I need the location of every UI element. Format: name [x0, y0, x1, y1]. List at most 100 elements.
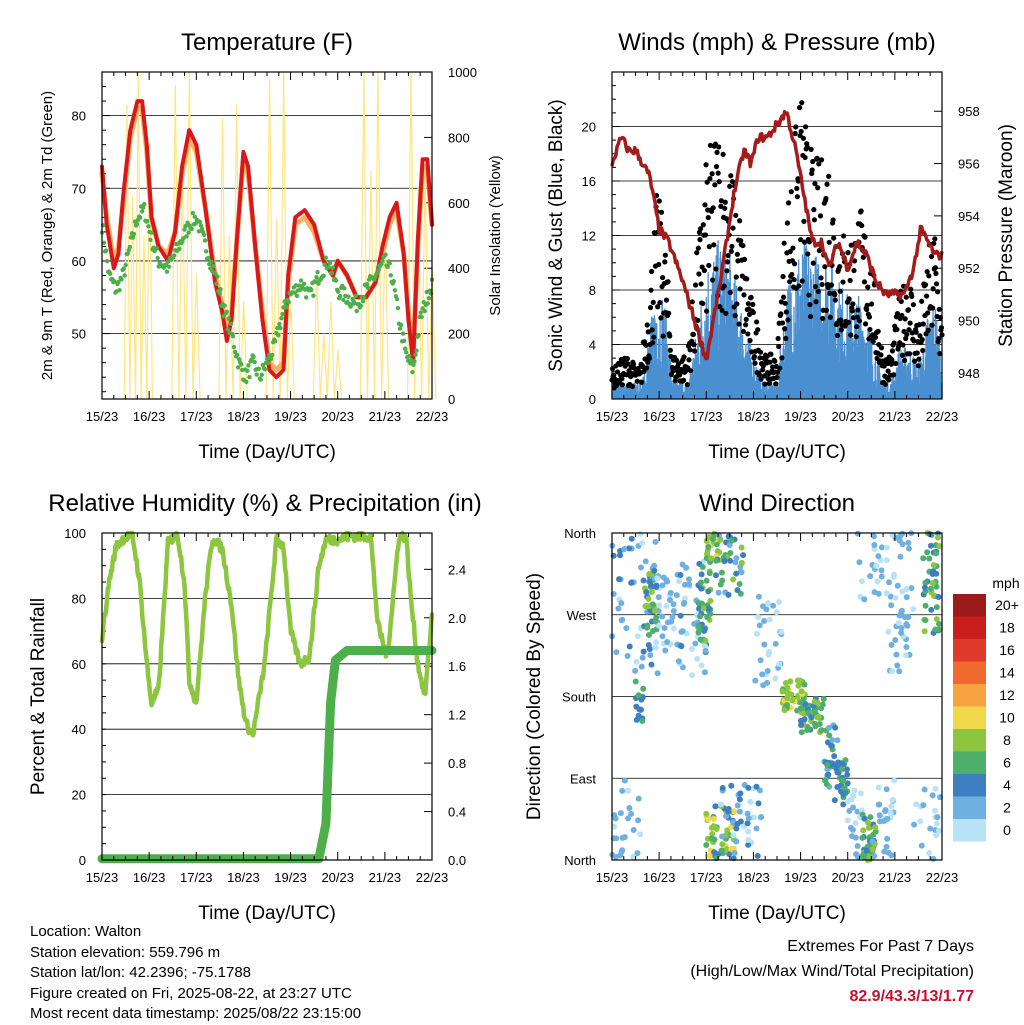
gust-point [909, 293, 915, 300]
gust-point [755, 327, 761, 333]
y2-tick-label: 1.2 [448, 708, 466, 723]
gust-point [840, 233, 847, 239]
dewpoint-point [235, 365, 241, 370]
direction-point [707, 555, 714, 562]
gust-point [889, 348, 896, 354]
dewpoint-point [346, 294, 351, 299]
created-text: Figure created on Fri, 2025-08-22, at 23… [30, 984, 352, 1002]
direction-point [621, 777, 628, 784]
gust-point [656, 261, 662, 268]
dewpoint-point [215, 274, 220, 279]
dewpoint-point [252, 359, 257, 365]
direction-point [626, 805, 633, 812]
direction-point [670, 607, 677, 614]
gust-point [828, 282, 835, 288]
direction-point [758, 814, 765, 821]
colorbar-label: 20+ [995, 597, 1019, 613]
dewpoint-point [333, 278, 339, 283]
direction-point [727, 557, 734, 564]
direction-point [933, 550, 940, 557]
gust-point [673, 357, 679, 363]
gust-point [663, 297, 670, 303]
gust-point [651, 334, 657, 340]
direction-point [617, 552, 624, 559]
gust-point [756, 372, 763, 378]
gust-point [680, 377, 687, 383]
dewpoint-point [104, 258, 110, 264]
direction-point [640, 577, 647, 584]
dewpoint-point [327, 260, 333, 266]
gust-point [859, 222, 865, 229]
direction-point [838, 766, 845, 773]
direction-point [852, 820, 859, 827]
gust-point [922, 282, 929, 288]
gust-point [619, 376, 625, 382]
direction-point [645, 642, 652, 649]
dewpoint-point [203, 249, 209, 254]
gust-point [838, 317, 844, 323]
gust-point [690, 331, 697, 338]
direction-point [834, 769, 841, 776]
dewpoint-point [189, 226, 194, 231]
gust-point [806, 239, 813, 245]
colorbar-title: mph [992, 575, 1019, 591]
gust-point [905, 307, 912, 313]
colorbar-swatch [953, 639, 986, 662]
gust-point [648, 287, 654, 293]
direction-point [618, 600, 625, 607]
direction-point [896, 537, 903, 544]
direction-point [871, 589, 878, 596]
y2-tick-label: 950 [958, 314, 980, 329]
gust-point [817, 213, 824, 219]
direction-point [835, 761, 842, 768]
gust-point [811, 207, 817, 213]
extremes-values: 82.9/43.3/13/1.77 [849, 988, 974, 1005]
gust-point [819, 281, 825, 288]
direction-point [659, 633, 666, 640]
gust-point [716, 144, 722, 150]
direction-point [867, 573, 874, 580]
colorbar-swatch [953, 774, 986, 797]
direction-point [865, 819, 872, 826]
gust-point [712, 182, 718, 188]
direction-point [697, 636, 704, 643]
gust-point [917, 333, 923, 339]
direction-point [905, 545, 912, 552]
dewpoint-point [134, 221, 140, 227]
y2-tick-label: 958 [958, 104, 980, 119]
direction-point [628, 810, 635, 817]
gust-point [875, 328, 881, 334]
gust-point [691, 348, 698, 354]
gust-point [710, 277, 716, 283]
gust-point [740, 242, 746, 249]
direction-point [747, 798, 754, 805]
gust-point [884, 360, 891, 367]
y2-axis-label: Solar Insolation (Yellow) [487, 155, 504, 315]
direction-point [933, 616, 940, 623]
gust-point [865, 284, 871, 290]
direction-point [738, 544, 745, 551]
gust-point [937, 350, 943, 357]
direction-point [619, 787, 626, 794]
direction-point [764, 679, 771, 686]
direction-point [805, 709, 812, 716]
gust-point [919, 298, 925, 304]
direction-point [654, 670, 661, 677]
direction-point [652, 618, 659, 625]
direction-point [734, 587, 741, 594]
y-tick-label: 20 [582, 120, 596, 135]
direction-point [859, 834, 866, 841]
panel-1: Temperature (F) Time (Day/UTC) 2m & 9m T (… [39, 29, 504, 463]
gust-point [846, 296, 852, 302]
gust-point [728, 173, 734, 179]
gust-point [776, 343, 782, 350]
gust-point [919, 337, 925, 343]
direction-point [730, 808, 737, 815]
dewpoint-point [422, 308, 427, 314]
gust-point [760, 367, 766, 373]
dewpoint-point [412, 359, 417, 364]
gust-point [722, 199, 728, 205]
dewpoint-point [122, 273, 127, 278]
direction-point [808, 714, 815, 721]
gust-point [862, 321, 869, 327]
